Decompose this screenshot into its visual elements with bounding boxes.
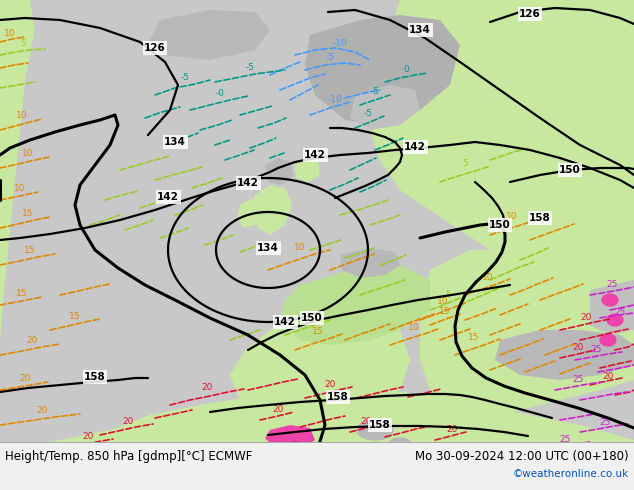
Text: 20: 20 — [446, 424, 458, 434]
Text: -5: -5 — [370, 88, 380, 97]
Text: -5: -5 — [363, 108, 373, 118]
Text: 15: 15 — [24, 245, 36, 254]
Text: 20: 20 — [602, 371, 614, 381]
Polygon shape — [0, 0, 35, 340]
Text: 25: 25 — [559, 435, 571, 443]
Polygon shape — [265, 425, 315, 450]
Polygon shape — [600, 334, 616, 346]
Text: 10: 10 — [14, 183, 26, 193]
Text: 142: 142 — [304, 150, 326, 160]
Text: 5: 5 — [304, 314, 310, 322]
Text: 150: 150 — [301, 313, 323, 323]
Text: 10: 10 — [408, 322, 420, 332]
Text: 20: 20 — [325, 379, 335, 389]
Text: 158: 158 — [529, 213, 551, 223]
Text: 134: 134 — [164, 137, 186, 147]
Text: 142: 142 — [404, 142, 426, 152]
Text: 10: 10 — [22, 148, 34, 157]
Text: 5: 5 — [445, 290, 451, 298]
Text: -5: -5 — [325, 52, 335, 62]
Text: 25: 25 — [614, 308, 626, 317]
Text: 10: 10 — [294, 243, 306, 251]
Polygon shape — [237, 198, 260, 228]
Text: 10: 10 — [437, 296, 449, 305]
Text: -10: -10 — [328, 95, 342, 103]
Text: 15: 15 — [469, 333, 480, 342]
Text: 126: 126 — [519, 9, 541, 19]
Text: 25: 25 — [573, 374, 584, 384]
Bar — [0, 442, 634, 490]
Polygon shape — [590, 280, 634, 335]
Text: 142: 142 — [157, 192, 179, 202]
Text: 15: 15 — [69, 312, 81, 320]
Text: 15: 15 — [22, 209, 34, 218]
Text: -10: -10 — [333, 39, 347, 48]
Text: 20: 20 — [273, 405, 283, 414]
Text: 134: 134 — [257, 243, 279, 253]
Text: 126: 126 — [144, 43, 166, 53]
Text: 25: 25 — [599, 417, 611, 426]
Text: 10: 10 — [4, 28, 16, 38]
Polygon shape — [150, 10, 270, 60]
Text: 150: 150 — [489, 220, 511, 230]
Polygon shape — [280, 440, 305, 458]
Text: 10: 10 — [482, 272, 494, 281]
Text: 15: 15 — [439, 307, 451, 316]
Text: 5: 5 — [20, 40, 26, 49]
Text: 20: 20 — [36, 406, 48, 415]
Text: ©weatheronline.co.uk: ©weatheronline.co.uk — [513, 469, 629, 479]
Text: 15: 15 — [16, 289, 28, 297]
Polygon shape — [295, 158, 320, 182]
Text: 142: 142 — [274, 317, 296, 327]
Polygon shape — [305, 15, 460, 125]
Polygon shape — [370, 40, 634, 300]
Polygon shape — [350, 85, 420, 130]
Text: 20: 20 — [19, 373, 30, 383]
Text: 20: 20 — [573, 343, 584, 351]
Polygon shape — [250, 185, 292, 235]
Polygon shape — [332, 445, 348, 455]
Polygon shape — [390, 0, 634, 200]
Text: 20: 20 — [580, 313, 592, 321]
Text: -0: -0 — [216, 90, 224, 98]
Text: 142: 142 — [237, 178, 259, 188]
Text: 10: 10 — [16, 111, 28, 120]
Polygon shape — [420, 250, 634, 420]
Text: 20: 20 — [360, 416, 372, 425]
Text: 5: 5 — [462, 158, 468, 168]
Text: 25: 25 — [606, 279, 618, 289]
Text: 10: 10 — [507, 212, 518, 220]
Text: 0: 0 — [403, 65, 409, 74]
Text: 25: 25 — [590, 344, 602, 353]
Polygon shape — [607, 314, 623, 326]
Polygon shape — [230, 310, 410, 420]
Text: -5: -5 — [181, 73, 190, 81]
Text: 158: 158 — [327, 392, 349, 402]
Text: Mo 30-09-2024 12:00 UTC (00+180): Mo 30-09-2024 12:00 UTC (00+180) — [415, 449, 629, 463]
Polygon shape — [602, 294, 618, 306]
Text: 158: 158 — [84, 372, 106, 382]
Polygon shape — [340, 248, 400, 278]
Text: 20: 20 — [202, 383, 212, 392]
Polygon shape — [495, 330, 634, 380]
Polygon shape — [265, 158, 294, 185]
Text: 20: 20 — [122, 416, 134, 425]
Text: 20: 20 — [27, 336, 37, 344]
Polygon shape — [280, 265, 430, 345]
Text: 150: 150 — [559, 165, 581, 175]
Text: 20: 20 — [82, 432, 94, 441]
Polygon shape — [388, 438, 412, 452]
Text: -5: -5 — [245, 63, 254, 72]
Text: Height/Temp. 850 hPa [gdmp][°C] ECMWF: Height/Temp. 850 hPa [gdmp][°C] ECMWF — [5, 449, 252, 463]
Text: 134: 134 — [409, 25, 431, 35]
Text: 15: 15 — [313, 326, 324, 336]
Text: 158: 158 — [369, 420, 391, 430]
Polygon shape — [357, 420, 393, 440]
Polygon shape — [0, 390, 634, 490]
